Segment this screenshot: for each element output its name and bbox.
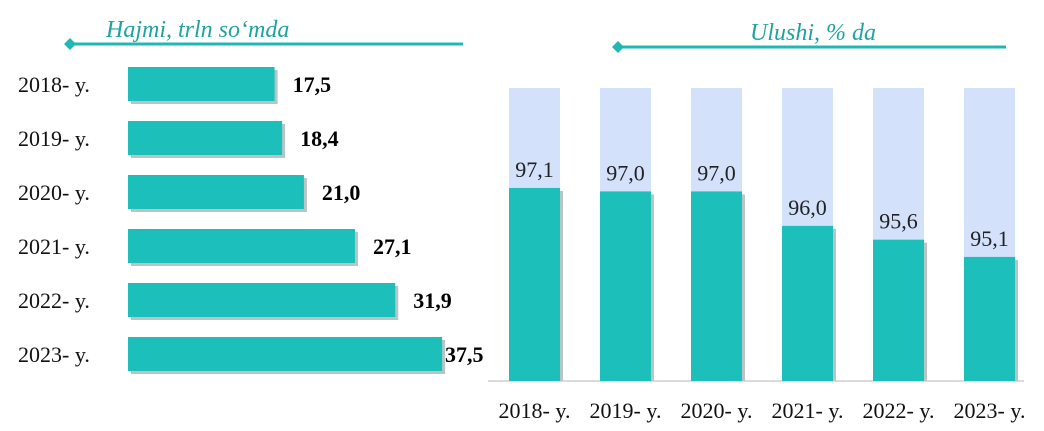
left-bar	[128, 229, 356, 263]
right-chart-header: Ulushi, % da	[612, 20, 1006, 53]
left-value-label: 18,4	[300, 126, 339, 151]
right-bar	[873, 239, 924, 381]
left-value-label: 37,5	[445, 342, 484, 367]
right-category-label: 2020- y.	[681, 398, 753, 423]
left-chart-header: Hajmi, trln so‘mda	[64, 17, 463, 50]
right-bar	[600, 191, 651, 381]
left-value-label: 17,5	[293, 72, 332, 97]
right-category-label: 2023- y.	[954, 398, 1026, 423]
left-bar	[128, 175, 304, 209]
right-value-label: 97,0	[697, 160, 736, 185]
left-value-label: 27,1	[373, 234, 412, 259]
right-value-label: 96,0	[788, 195, 827, 220]
right-value-label: 97,1	[515, 157, 554, 182]
right-category-label: 2021- y.	[772, 398, 844, 423]
right-category-label: 2022- y.	[863, 398, 935, 423]
left-bar	[128, 283, 396, 317]
right-value-label: 95,6	[879, 209, 918, 234]
left-value-label: 31,9	[413, 288, 452, 313]
right-bar	[509, 187, 560, 381]
left-category-label: 2019- y.	[18, 126, 90, 151]
right-bar-group: 97,1 2018- y. 97,0 2019- y. 97,0 2020- y. 96,0…	[499, 88, 1026, 423]
right-chart-title: Ulushi, % da	[750, 20, 876, 46]
left-bar-group: 2018- y. 17,5 2019- y. 18,4 2020- y. 21,0 2021…	[18, 67, 484, 374]
right-value-label: 95,1	[970, 226, 1009, 251]
right-bar	[691, 191, 742, 381]
right-bar	[782, 225, 833, 381]
right-value-label: 97,0	[606, 160, 645, 185]
left-bar	[128, 121, 283, 155]
left-category-label: 2023- y.	[18, 342, 90, 367]
right-bar	[964, 256, 1015, 381]
left-category-label: 2021- y.	[18, 234, 90, 259]
left-bar	[128, 67, 275, 101]
left-category-label: 2022- y.	[18, 288, 90, 313]
right-category-label: 2018- y.	[499, 398, 571, 423]
left-bar	[128, 337, 443, 371]
left-value-label: 21,0	[322, 180, 361, 205]
left-category-label: 2018- y.	[18, 72, 90, 97]
left-chart-title: Hajmi, trln so‘mda	[105, 17, 289, 43]
right-category-label: 2019- y.	[590, 398, 662, 423]
left-category-label: 2020- y.	[18, 180, 90, 205]
